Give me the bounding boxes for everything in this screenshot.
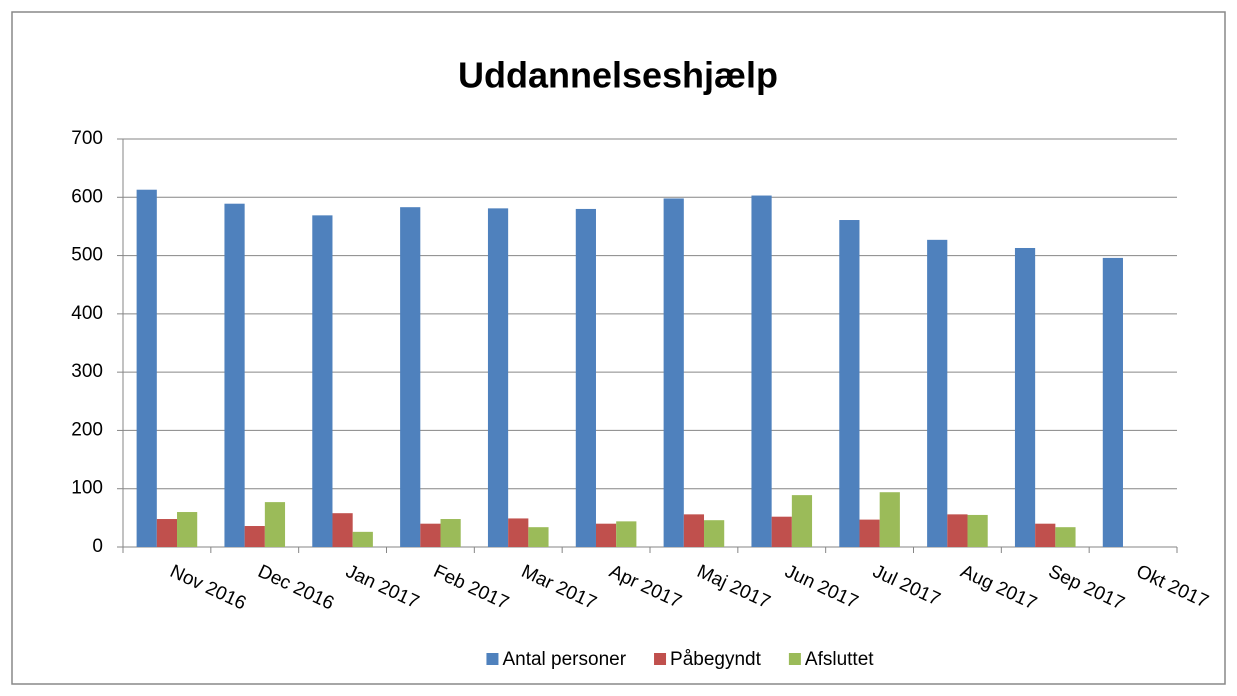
bar (1102, 257, 1123, 547)
bar (791, 495, 813, 547)
legend-label: Påbegyndt (670, 649, 762, 670)
bar (704, 520, 725, 547)
y-tick-label: 300 (71, 361, 103, 382)
legend-label: Antal personer (502, 649, 626, 670)
bar (839, 220, 860, 547)
bar (1035, 523, 1056, 547)
bar (136, 189, 157, 548)
bar (264, 502, 286, 547)
bar (1055, 527, 1076, 547)
bar (947, 514, 968, 547)
bar (244, 526, 265, 547)
bar (683, 514, 705, 547)
y-tick-label: 700 (71, 128, 103, 149)
y-tick-label: 500 (71, 245, 103, 266)
legend-swatch (788, 653, 801, 665)
bar (528, 527, 549, 547)
bar (595, 523, 617, 547)
bar (420, 523, 441, 547)
bar (575, 208, 596, 547)
bar (487, 208, 509, 548)
bar (312, 215, 333, 547)
bar (1014, 247, 1036, 547)
y-tick-label: 0 (92, 536, 103, 557)
bar (663, 198, 684, 548)
legend-swatch (486, 653, 499, 665)
bar (352, 531, 373, 547)
legend-swatch (654, 653, 667, 665)
chart-title: Uddannelseshjælp (458, 55, 778, 96)
bar (879, 492, 900, 547)
bar (332, 513, 353, 547)
bar (859, 519, 880, 547)
bar (967, 514, 988, 547)
bar (927, 239, 948, 547)
bar (156, 519, 178, 547)
bar (771, 516, 792, 547)
bar (751, 195, 772, 547)
legend-label: Afsluttet (805, 649, 874, 670)
bar (616, 521, 637, 547)
bar (177, 512, 198, 547)
bar (508, 518, 529, 547)
y-tick-label: 200 (71, 419, 103, 440)
bar (440, 519, 461, 547)
y-tick-label: 600 (71, 186, 103, 207)
y-tick-label: 100 (71, 478, 103, 499)
bar (400, 207, 421, 548)
bar (224, 203, 245, 547)
y-tick-label: 400 (71, 303, 103, 324)
